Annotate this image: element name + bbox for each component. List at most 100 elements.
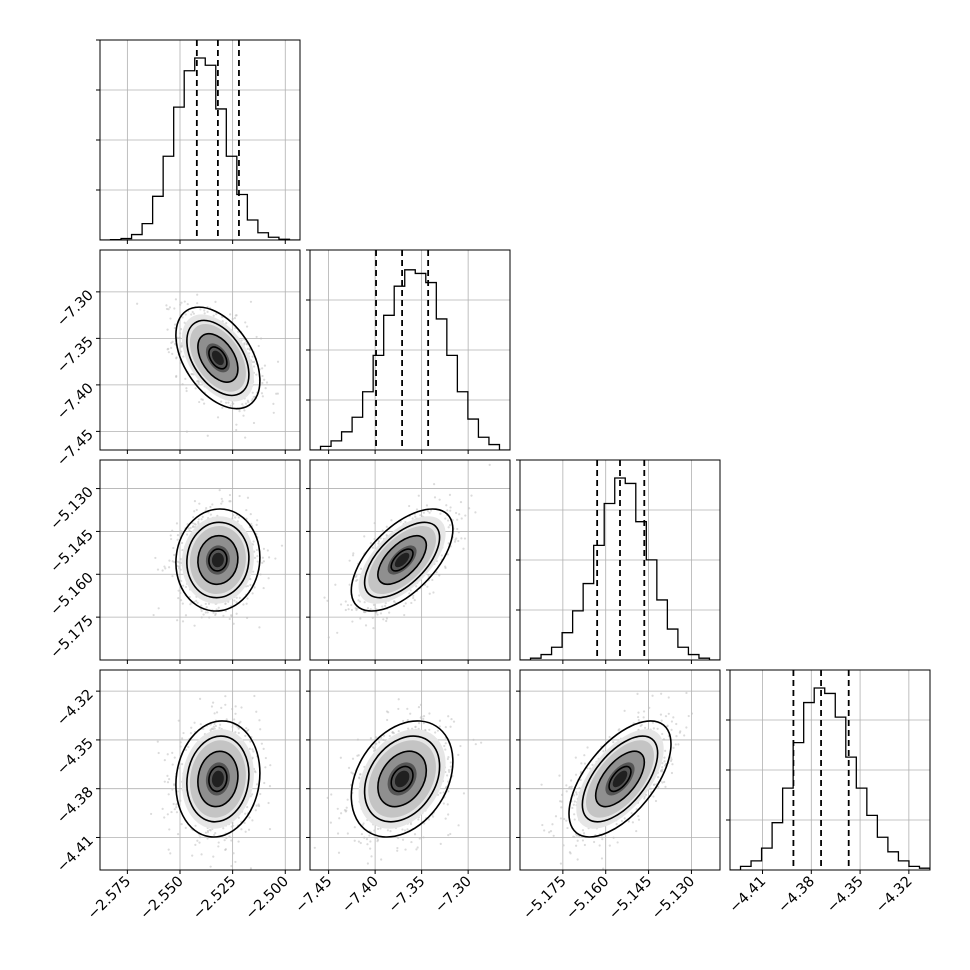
- sample-point: [221, 872, 223, 874]
- sample-point: [407, 727, 410, 730]
- sample-point: [390, 519, 393, 522]
- sample-point: [616, 841, 619, 844]
- sample-point: [402, 604, 406, 608]
- sample-point: [264, 756, 267, 760]
- sample-point: [225, 718, 228, 721]
- sample-point: [170, 341, 173, 344]
- sample-point: [664, 785, 667, 788]
- sample-point: [402, 719, 405, 723]
- sample-point: [423, 583, 427, 587]
- sample-point: [246, 616, 249, 620]
- sample-point: [194, 523, 197, 526]
- sample-point: [351, 757, 355, 760]
- sample-point: [240, 828, 243, 831]
- sample-point: [221, 500, 224, 503]
- sample-point: [230, 825, 233, 828]
- sample-point: [377, 540, 381, 543]
- sample-point: [359, 617, 362, 620]
- sample-point: [167, 351, 170, 354]
- panel-2-0: −5.175−5.160−5.145−5.130: [48, 459, 301, 664]
- y-tick-label: −7.35: [54, 334, 97, 377]
- sample-point: [422, 717, 425, 720]
- contour-line: [377, 750, 428, 808]
- sample-point: [179, 591, 182, 595]
- sample-point: [263, 781, 266, 785]
- sample-point: [472, 738, 475, 741]
- sample-point: [166, 774, 169, 777]
- sample-point: [418, 837, 421, 840]
- sample-point: [436, 729, 440, 732]
- sample-point: [252, 421, 256, 425]
- sample-point: [178, 567, 181, 570]
- sample-point: [178, 565, 181, 568]
- sample-point: [200, 398, 203, 401]
- sample-point: [176, 790, 179, 793]
- x-tick-label: −7.30: [432, 874, 475, 917]
- sample-point: [392, 600, 396, 603]
- sample-point: [259, 728, 262, 731]
- sample-point: [457, 539, 460, 543]
- sample-point: [232, 514, 235, 517]
- sample-point: [214, 724, 217, 728]
- sample-point: [181, 383, 184, 386]
- sample-point: [360, 832, 363, 836]
- sample-point: [182, 355, 185, 358]
- histogram-2: [520, 477, 720, 660]
- contour-line: [197, 750, 239, 808]
- sample-point: [180, 541, 184, 545]
- sample-point: [211, 503, 214, 506]
- sample-point: [189, 526, 192, 530]
- panel-frame: [309, 669, 511, 871]
- sample-point: [353, 839, 356, 842]
- sample-point: [262, 560, 265, 563]
- sample-point: [269, 764, 272, 767]
- panel-1-0: −7.45−7.40−7.35−7.30: [54, 249, 301, 470]
- sample-point: [263, 378, 266, 381]
- sample-point: [235, 428, 238, 432]
- sample-point: [366, 862, 369, 865]
- sample-point: [176, 534, 180, 537]
- sample-point: [256, 519, 259, 522]
- sample-point: [329, 821, 332, 824]
- sample-point: [379, 612, 383, 615]
- sample-point: [249, 300, 253, 303]
- sample-point: [252, 750, 255, 753]
- contour-line: [208, 548, 228, 572]
- sample-point: [397, 729, 400, 733]
- sample-point: [356, 754, 359, 757]
- sample-point: [180, 579, 183, 583]
- sample-point: [444, 566, 447, 570]
- sample-point: [346, 603, 350, 607]
- sample-point: [214, 300, 217, 303]
- sample-point: [249, 583, 252, 587]
- sample-point: [198, 697, 202, 701]
- sample-point: [254, 809, 257, 812]
- sample-point: [223, 839, 226, 842]
- sample-point: [372, 603, 376, 606]
- sample-point: [406, 719, 409, 722]
- sample-point: [381, 529, 384, 532]
- sample-point: [182, 584, 185, 587]
- sample-point: [450, 718, 453, 721]
- sample-point: [235, 314, 238, 317]
- y-tick-label: −4.35: [54, 735, 97, 778]
- sample-point: [232, 852, 235, 855]
- sample-point: [417, 705, 421, 709]
- sample-point: [193, 510, 196, 513]
- sample-point: [246, 399, 249, 402]
- sample-point: [185, 430, 189, 433]
- sample-point: [238, 494, 241, 498]
- sample-point: [432, 591, 435, 594]
- sample-point: [369, 737, 373, 740]
- sample-point: [416, 846, 419, 849]
- sample-point: [230, 864, 233, 868]
- sample-point: [186, 533, 189, 536]
- sample-point: [347, 766, 351, 769]
- sample-point: [176, 564, 179, 568]
- sample-point: [672, 716, 675, 719]
- sample-point: [184, 826, 187, 829]
- sample-point: [480, 741, 483, 744]
- panel-3-2: −5.175−5.160−5.145−5.130: [516, 669, 721, 923]
- sample-point: [435, 571, 438, 574]
- sample-point: [249, 740, 252, 743]
